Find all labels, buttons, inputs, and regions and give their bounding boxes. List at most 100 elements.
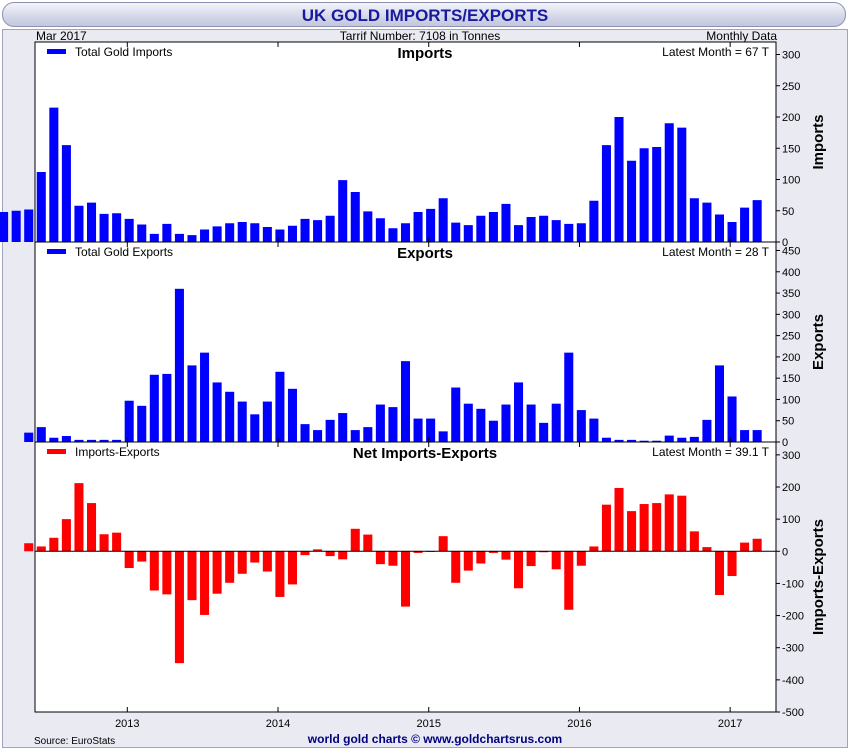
bar-2-13 <box>174 288 184 442</box>
bar-3-43 <box>551 551 561 570</box>
x-tick-label-3: 2016 <box>567 718 591 730</box>
bar-1-56 <box>689 198 699 242</box>
bar-3-31 <box>400 551 411 607</box>
bar-1-12 <box>137 224 147 242</box>
y-tick-label-2-1: 50 <box>782 416 794 428</box>
bar-1-39 <box>476 215 486 242</box>
y-tick-label-1-5: 250 <box>782 81 800 93</box>
bar-2-36 <box>463 403 473 442</box>
bar-3-28 <box>363 534 373 552</box>
bar-2-38 <box>488 420 498 442</box>
bar-1-29 <box>350 192 360 242</box>
title-banner <box>2 2 846 27</box>
bar-1-59 <box>727 222 737 242</box>
bar-2-23 <box>300 424 310 442</box>
bar-1-50 <box>614 117 624 242</box>
credit-label: world gold charts © www.goldchartsrus.co… <box>307 732 562 746</box>
bar-2-16 <box>212 382 222 442</box>
y-tick-label-2-6: 300 <box>782 309 800 321</box>
bar-2-56 <box>714 365 724 442</box>
bar-1-61 <box>752 200 762 243</box>
bar-2-43 <box>551 403 561 442</box>
y-axis-label-1: Imports <box>810 114 827 169</box>
bar-2-42 <box>539 422 549 442</box>
bar-2-41 <box>526 404 536 442</box>
bar-1-31 <box>375 218 385 242</box>
bar-2-8 <box>112 439 122 442</box>
bar-2-12 <box>162 373 172 442</box>
bar-1-35 <box>426 208 436 243</box>
bar-1-41 <box>501 203 511 243</box>
tariff-subtitle: Tarrif Number: 7108 in Tonnes <box>340 29 501 43</box>
y-tick-label-1-4: 200 <box>782 112 800 124</box>
bar-2-35 <box>451 387 461 442</box>
x-tick-label-2: 2015 <box>416 718 440 730</box>
bar-2-5 <box>74 439 84 442</box>
bar-2-52 <box>664 435 674 442</box>
bar-1-8 <box>87 202 97 243</box>
panel-title-2: Exports <box>397 245 453 262</box>
bar-3-48 <box>614 487 624 552</box>
bar-1-48 <box>589 200 599 242</box>
bar-1-17 <box>200 229 210 242</box>
y-tick-label-1-6: 300 <box>782 50 800 62</box>
bar-1-28 <box>338 180 348 243</box>
legend-swatch-3 <box>47 449 66 454</box>
bar-2-22 <box>287 388 297 442</box>
bar-3-49 <box>627 511 637 552</box>
date-label: Mar 2017 <box>36 29 87 43</box>
bar-2-27 <box>350 430 360 442</box>
bar-2-59 <box>752 430 762 442</box>
bar-1-54 <box>664 123 674 242</box>
y-tick-label-3-7: 200 <box>782 482 800 494</box>
bar-2-51 <box>652 440 662 442</box>
bar-2-9 <box>124 400 134 442</box>
bar-2-55 <box>702 419 712 442</box>
bar-3-44 <box>564 551 574 610</box>
bar-2-49 <box>627 439 637 442</box>
bar-3-2 <box>36 546 46 552</box>
x-tick-label-1: 2014 <box>266 718 290 730</box>
bar-2-32 <box>413 418 423 442</box>
bar-3-32 <box>413 551 423 553</box>
bar-3-9 <box>124 551 134 568</box>
bar-2-20 <box>262 401 272 442</box>
bar-2-30 <box>388 407 398 442</box>
bar-2-14 <box>187 365 197 442</box>
y-tick-label-3-0: -500 <box>782 707 804 719</box>
legend-label-1: Total Gold Imports <box>75 45 172 59</box>
bar-3-8 <box>112 532 122 552</box>
bar-2-25 <box>325 419 335 442</box>
x-tick-label-4: 2017 <box>718 718 742 730</box>
y-tick-label-1-2: 100 <box>782 175 800 187</box>
bar-2-21 <box>275 371 285 442</box>
y-tick-label-2-8: 400 <box>782 267 800 279</box>
latest-month-3: Latest Month = 39.1 T <box>652 445 770 459</box>
y-tick-label-2-9: 450 <box>782 246 800 258</box>
bar-3-20 <box>262 551 272 572</box>
bar-1-18 <box>212 226 222 243</box>
y-tick-label-3-1: -400 <box>782 675 804 687</box>
bar-3-58 <box>740 542 750 552</box>
bar-2-24 <box>313 430 323 442</box>
bar-3-1 <box>24 543 34 552</box>
bar-3-6 <box>87 503 97 552</box>
bar-3-26 <box>338 551 348 560</box>
panel-title-3: Net Imports-Exports <box>353 445 497 462</box>
bar-1-42 <box>514 225 524 243</box>
bar-3-21 <box>275 551 285 597</box>
y-tick-label-3-2: -300 <box>782 643 804 655</box>
bar-2-1 <box>24 432 34 442</box>
bar-2-57 <box>727 396 737 442</box>
y-tick-label-2-5: 250 <box>782 331 800 343</box>
bar-3-51 <box>652 503 662 552</box>
bar-3-35 <box>451 551 461 583</box>
bar-2-7 <box>99 439 109 442</box>
bar-2-10 <box>137 405 147 442</box>
y-tick-label-3-5: 0 <box>782 546 788 558</box>
bar-3-19 <box>250 551 260 563</box>
bar-1-45 <box>551 220 561 243</box>
bar-1-6 <box>61 145 71 243</box>
bar-1-3 <box>24 209 34 242</box>
latest-month-1: Latest Month = 67 T <box>662 45 770 59</box>
